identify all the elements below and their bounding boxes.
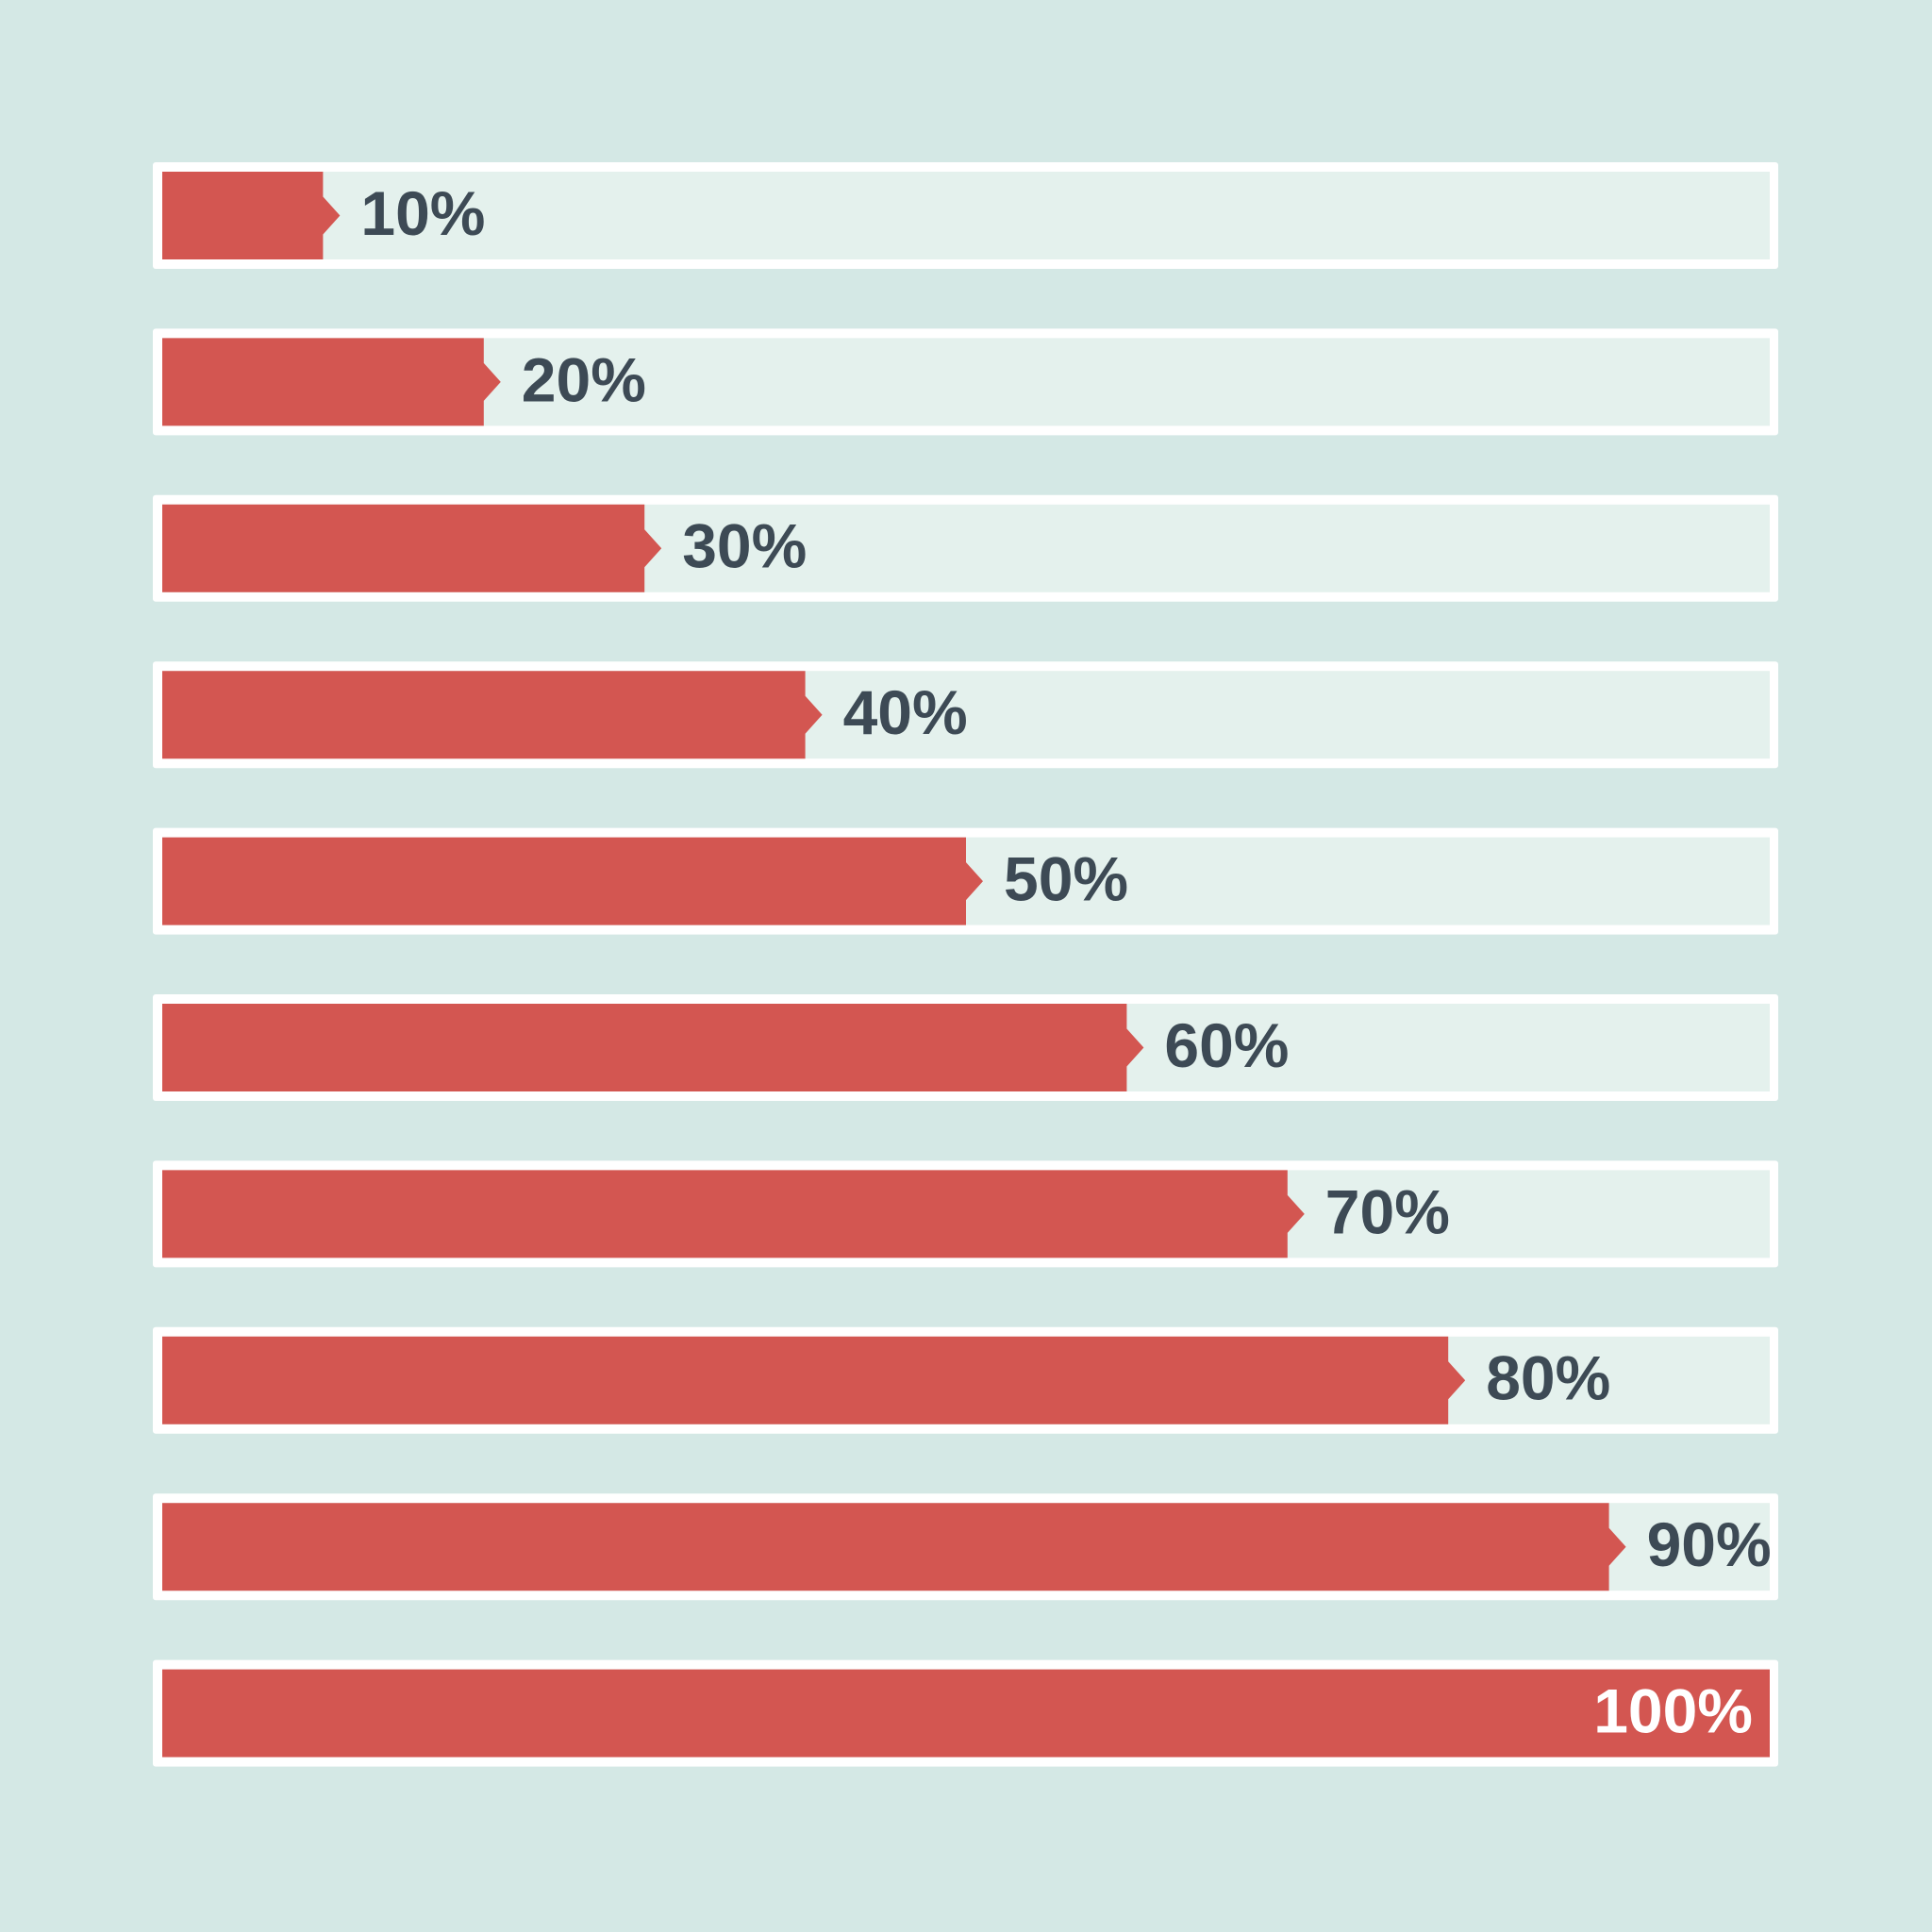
bar-fill bbox=[162, 1336, 1466, 1424]
bar-fill bbox=[162, 338, 501, 426]
value-label: 80% bbox=[1486, 1343, 1610, 1413]
bar-fill bbox=[162, 837, 983, 925]
value-label: 60% bbox=[1164, 1010, 1289, 1080]
bar-fill bbox=[162, 1669, 1770, 1757]
bar-fill bbox=[162, 1503, 1626, 1591]
bar-fill bbox=[162, 1004, 1144, 1091]
bar-fill bbox=[162, 1170, 1305, 1258]
value-label: 10% bbox=[360, 178, 485, 248]
value-label: 20% bbox=[522, 344, 646, 414]
bar-track bbox=[162, 172, 1770, 259]
bar-fill bbox=[162, 671, 823, 759]
value-label: 70% bbox=[1325, 1176, 1450, 1246]
value-label: 90% bbox=[1647, 1509, 1772, 1579]
bar-fill bbox=[162, 172, 341, 259]
value-label: 100% bbox=[1593, 1676, 1753, 1746]
value-label: 40% bbox=[843, 677, 968, 747]
value-label: 30% bbox=[682, 511, 807, 581]
bar-fill bbox=[162, 504, 662, 592]
value-label: 50% bbox=[1004, 844, 1128, 914]
